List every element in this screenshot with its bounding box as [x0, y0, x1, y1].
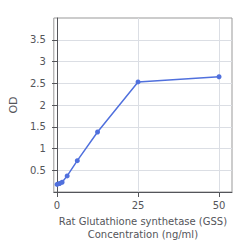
svg-text:OD: OD: [7, 96, 20, 113]
svg-text:25: 25: [132, 200, 145, 211]
svg-text:Rat Glutathione synthetase (GS: Rat Glutathione synthetase (GSS): [59, 216, 228, 227]
svg-text:1.5: 1.5: [30, 121, 46, 132]
svg-text:50: 50: [213, 200, 226, 211]
svg-text:2: 2: [39, 100, 45, 111]
svg-text:2.5: 2.5: [30, 78, 46, 89]
svg-text:0.5: 0.5: [30, 165, 46, 176]
svg-text:3: 3: [39, 56, 45, 67]
svg-text:3.5: 3.5: [30, 34, 46, 45]
svg-text:Concentration (ng/ml): Concentration (ng/ml): [88, 229, 198, 240]
svg-text:1: 1: [39, 143, 45, 154]
svg-text:0: 0: [54, 200, 60, 211]
